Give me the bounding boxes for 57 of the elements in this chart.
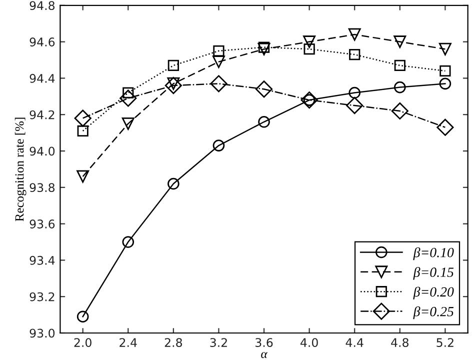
point [436,118,454,136]
point [120,90,137,107]
x-tick-label: 4.0 [300,338,318,347]
point [346,96,364,114]
point [213,45,224,56]
legend-label: β=0.25 [413,306,454,320]
legend-label: β=0.15 [413,267,454,280]
point [168,178,180,190]
x-axis-title: α [261,352,268,358]
point [394,60,406,72]
point [349,48,360,60]
point [258,42,270,56]
point [303,36,316,48]
point [394,81,406,94]
y-tick-label: 94.6 [30,38,55,46]
point [255,80,273,98]
y-tick-label: 94.0 [30,146,55,156]
x-tick-label: 3.6 [256,338,273,347]
point [304,44,315,55]
y-tick-label: 94.4 [30,74,55,83]
legend-label: β=0.10 [413,247,454,260]
point [258,42,270,53]
y-tick-label: 94.8 [30,1,55,10]
point [77,125,88,137]
x-tick-label: 4.4 [346,338,364,347]
point [122,117,134,130]
x-tick-label: 3.2 [210,338,227,347]
point [212,56,225,68]
point [164,76,182,94]
point [394,36,406,48]
x-tick-label: 2.4 [120,338,137,347]
point [210,75,228,92]
point [122,236,134,248]
x-tick-label: 2.0 [74,338,92,347]
point [438,42,452,56]
x-tick-label: 5.2 [436,338,454,347]
point [168,60,179,72]
point [440,65,451,76]
point [76,170,90,183]
point [348,86,361,99]
y-tick-label: 93.4 [30,256,55,265]
point [74,110,92,127]
legend-label: β=0.20 [413,286,454,300]
y-tick-label: 93.2 [30,292,54,302]
point [258,116,270,128]
y-tick-label: 94.2 [30,110,54,120]
y-tick-label: 93.8 [30,183,55,192]
point [439,78,452,90]
x-tick-label: 4.8 [391,338,408,347]
x-tick-label: 2.8 [164,338,182,347]
point [76,310,89,323]
point [348,28,361,41]
point [212,140,225,152]
point [391,102,408,120]
y-tick-label: 93.0 [30,328,55,338]
y-axis-title: Recognition rate [%] [14,118,26,222]
y-tick-label: 93.6 [30,220,55,228]
